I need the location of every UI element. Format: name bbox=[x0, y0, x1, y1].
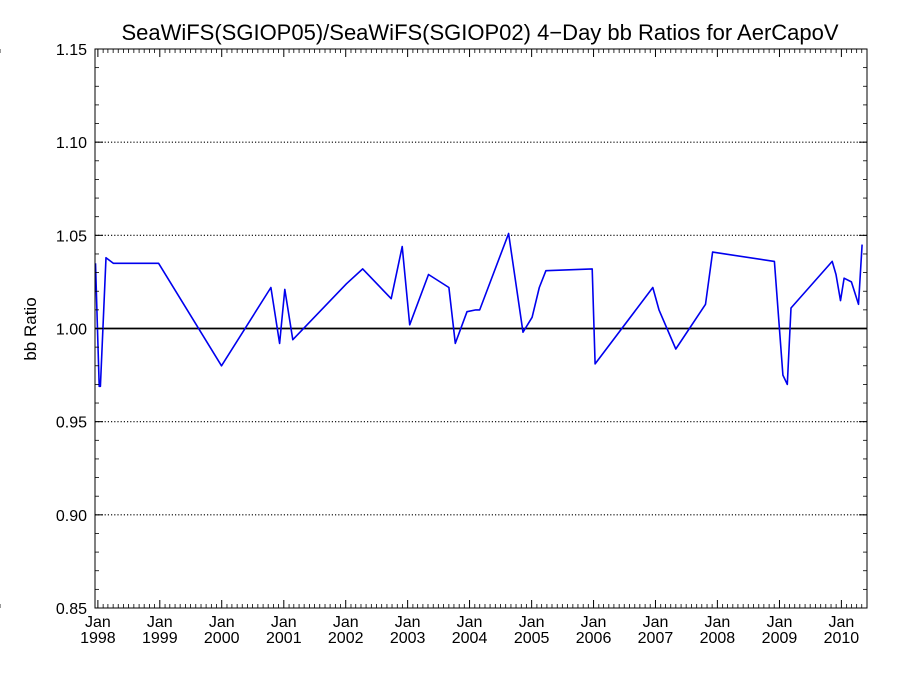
x-tick-label-year: 1998 bbox=[80, 630, 116, 647]
x-tick-label-month: Jan bbox=[581, 614, 607, 631]
x-axis-ticks: Jan1998Jan1999Jan2000Jan2001Jan2002Jan20… bbox=[0, 49, 868, 647]
x-tick-label-year: 2003 bbox=[390, 630, 426, 647]
series-group bbox=[94, 232, 863, 388]
x-tick-label-month: Jan bbox=[704, 614, 730, 631]
x-tick-label-year: 2000 bbox=[204, 630, 240, 647]
x-tick-label-year: 2010 bbox=[824, 630, 860, 647]
y-axis-ticks: 0.85 0.90 0.95 1.00 1.05 1.10 1.15 bbox=[56, 42, 867, 618]
series-line bbox=[94, 232, 863, 388]
x-tick-label-month: Jan bbox=[828, 614, 854, 631]
x-tick-label-month: Jan bbox=[147, 614, 173, 631]
y-tick-label: 1.00 bbox=[56, 322, 87, 339]
x-tick-label-year: 2006 bbox=[576, 630, 612, 647]
x-tick-label-month: Jan bbox=[271, 614, 297, 631]
x-tick-label-month: Jan bbox=[643, 614, 669, 631]
x-tick-label-month: Jan bbox=[519, 614, 545, 631]
x-tick-label-year: 2001 bbox=[266, 630, 302, 647]
chart-title: SeaWiFS(SGIOP05)/SeaWiFS(SGIOP02) 4−Day … bbox=[121, 20, 838, 45]
grid-lines bbox=[95, 141, 867, 516]
x-tick-label-month: Jan bbox=[85, 614, 111, 631]
y-tick-label: 0.85 bbox=[56, 601, 87, 618]
x-tick-label-year: 1999 bbox=[142, 630, 178, 647]
x-tick-label-year: 2008 bbox=[700, 630, 736, 647]
x-tick-label-year: 2002 bbox=[328, 630, 364, 647]
y-tick-label: 1.05 bbox=[56, 228, 87, 245]
x-tick-label-year: 2004 bbox=[452, 630, 488, 647]
x-tick-label-month: Jan bbox=[209, 614, 235, 631]
x-tick-label-year: 2009 bbox=[762, 630, 798, 647]
x-tick-label-year: 2005 bbox=[514, 630, 550, 647]
y-tick-label: 1.10 bbox=[56, 135, 87, 152]
x-tick-label-year: 2007 bbox=[638, 630, 674, 647]
x-tick-label-month: Jan bbox=[395, 614, 421, 631]
x-tick-label-month: Jan bbox=[767, 614, 793, 631]
y-tick-label: 0.90 bbox=[56, 508, 87, 525]
y-axis-label: bb Ratio bbox=[21, 297, 40, 360]
y-tick-label: 1.15 bbox=[56, 42, 87, 59]
y-tick-label: 0.95 bbox=[56, 415, 87, 432]
x-tick-label-month: Jan bbox=[457, 614, 483, 631]
x-tick-label-month: Jan bbox=[333, 614, 359, 631]
